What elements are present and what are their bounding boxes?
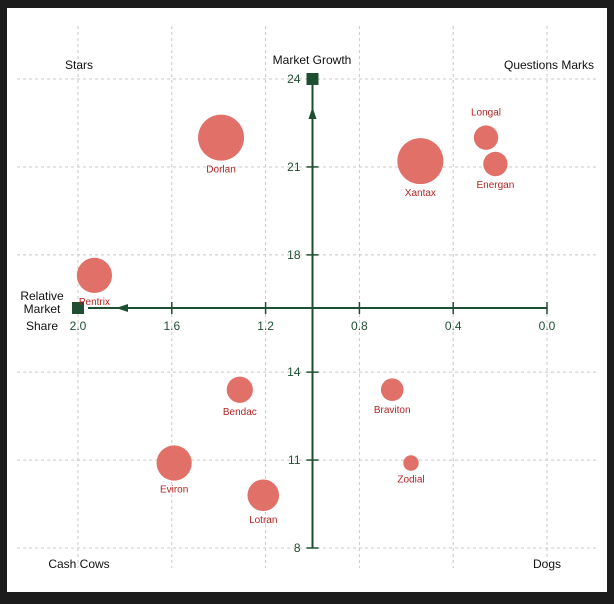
x-tick-label: 0.0 xyxy=(539,319,556,333)
bubble xyxy=(397,138,444,185)
x-tick-label: 0.8 xyxy=(351,319,368,333)
quadrant-label-stars: Stars xyxy=(65,58,93,72)
x-tick-label: 1.6 xyxy=(163,319,180,333)
bubble-label: Zodial xyxy=(397,475,424,486)
y-tick-label: 18 xyxy=(287,248,301,262)
y-axis-title: Market Growth xyxy=(273,53,352,67)
bubble xyxy=(198,114,245,161)
bubble-label: Braviton xyxy=(374,405,411,416)
quadrant-label-question-marks: Questions Marks xyxy=(504,58,594,72)
bubble-label: Dorlan xyxy=(206,165,235,176)
y-tick-label: 11 xyxy=(288,453,301,467)
bubble-label: Lotran xyxy=(249,515,277,526)
x-axis-title-line-1: Relative xyxy=(20,289,64,303)
chart-panel: Stars Questions Marks Cash Cows Dogs Mar… xyxy=(7,8,607,592)
bubble xyxy=(247,479,280,512)
bubble-label: Eviron xyxy=(160,485,188,496)
x-axis-title-line-2: Market xyxy=(24,302,61,316)
bcg-bubble-chart: Stars Questions Marks Cash Cows Dogs Mar… xyxy=(17,26,597,571)
y-axis-arrowhead xyxy=(308,107,317,119)
axes xyxy=(72,73,548,549)
bubble-label: Longal xyxy=(471,107,501,118)
y-tick-label: 14 xyxy=(287,365,301,379)
bubble xyxy=(76,257,113,293)
bubble xyxy=(483,151,508,177)
x-tick-label: 1.2 xyxy=(257,319,274,333)
bubble xyxy=(156,445,192,481)
bubble xyxy=(380,378,404,402)
x-axis-title-line-3: Share xyxy=(26,319,58,333)
bubble xyxy=(473,125,499,150)
bubble-label: Xantax xyxy=(405,188,436,199)
y-tick-label: 8 xyxy=(294,541,301,555)
x-axis-arrowhead xyxy=(116,304,128,312)
x-tick-label: 2.0 xyxy=(70,319,87,333)
bubbles xyxy=(76,114,508,512)
bubble xyxy=(226,376,253,403)
quadrant-label-cash-cows: Cash Cows xyxy=(48,557,109,571)
quadrant-label-dogs: Dogs xyxy=(533,557,561,571)
bubble-label: Bendac xyxy=(223,407,257,418)
bubble xyxy=(403,455,419,471)
text-labels: Stars Questions Marks Cash Cows Dogs Mar… xyxy=(20,53,594,571)
bubble-label: Pentrix xyxy=(79,297,110,308)
bubble-label: Energan xyxy=(477,180,515,191)
x-tick-label: 0.4 xyxy=(445,319,462,333)
y-tick-label: 24 xyxy=(287,72,301,86)
y-tick-label: 21 xyxy=(287,160,301,174)
